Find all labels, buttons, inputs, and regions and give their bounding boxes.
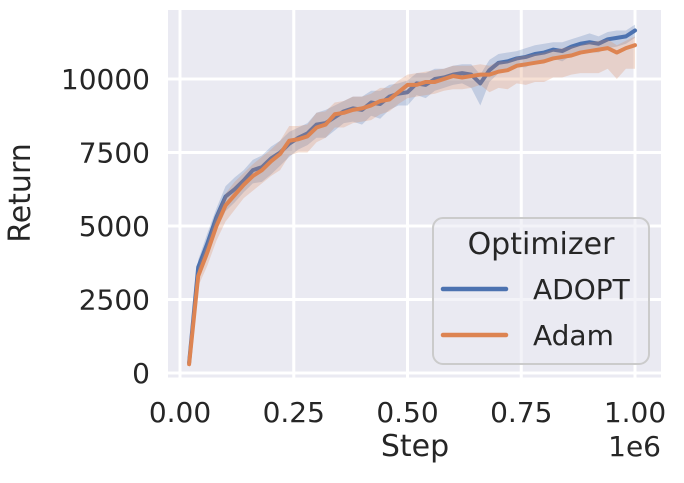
legend-label-adopt: ADOPT — [533, 273, 631, 306]
y-tick-label: 5000 — [79, 210, 150, 243]
y-tick-label: 10000 — [61, 63, 150, 96]
legend-box — [432, 217, 650, 365]
adopt-line — [187, 28, 638, 365]
y-tick-label: 7500 — [79, 137, 150, 170]
x-axis-label: Step — [381, 429, 449, 464]
x-axis-offset-label: 1e6 — [608, 430, 661, 463]
legend-label-adam: Adam — [533, 319, 614, 352]
adam-confidence-band — [189, 36, 636, 369]
adopt-confidence-band — [189, 24, 636, 368]
x-tick-label: 0.00 — [149, 396, 211, 429]
x-tick-label: 0.25 — [263, 396, 325, 429]
y-tick-label: 0 — [132, 357, 150, 390]
y-tick-label: 2500 — [79, 284, 150, 317]
legend-title: Optimizer — [468, 227, 616, 262]
x-tick-label: 1.00 — [604, 396, 666, 429]
adam-line — [187, 43, 638, 367]
x-tick-label: 0.50 — [376, 396, 438, 429]
x-tick-label: 0.75 — [490, 396, 552, 429]
legend: Optimizer ADOPT Adam — [432, 217, 650, 365]
y-axis-label: Return — [3, 143, 38, 243]
